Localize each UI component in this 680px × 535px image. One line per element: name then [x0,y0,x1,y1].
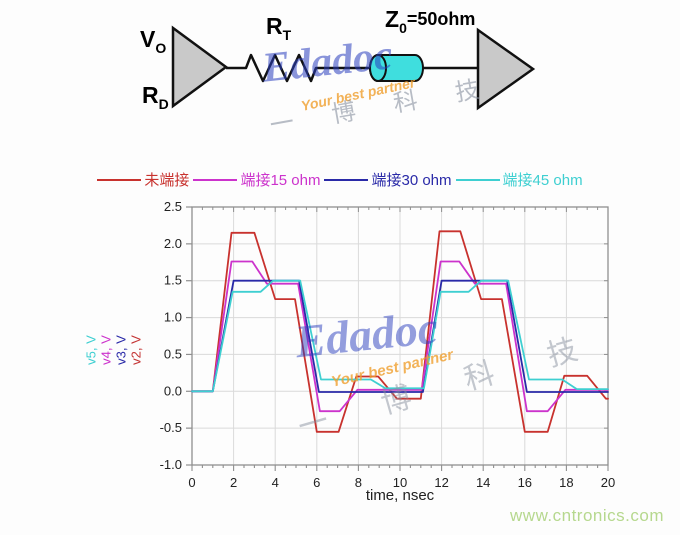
driver-voltage-label: VO [140,26,167,56]
x-tick-label: 10 [393,475,407,490]
y-tick-label: 2.5 [164,199,182,214]
driver-resistance-label: RD [142,82,169,112]
legend-label: 端接45 ohm [502,172,583,189]
waveform-chart: time, nsec 2.5 2.0 1.5 1.0 0.5 0.0 -0.5 -1.0 0 2 4… [160,199,616,504]
receiver-buffer-triangle [476,27,536,111]
series-resistor-label: RT [266,13,292,43]
circuit-diagram [171,25,536,111]
x-tick-label: 18 [559,475,573,490]
x-tick-label: 12 [434,475,448,490]
legend: 未端接 端接15 ohm 端接30 ohm 端接45 ohm [0,169,680,190]
legend-swatch [455,178,500,181]
y-tick-label: 1.5 [164,273,182,288]
x-tick-label: 0 [188,475,195,490]
x-tick-label: 16 [518,475,532,490]
legend-item-v4: 端接15 ohm [193,169,320,190]
legend-label: 端接15 ohm [240,172,321,189]
x-tick-label: 14 [476,475,490,490]
series-v2 [191,230,609,433]
legend-swatch [324,178,369,181]
y-tick-label: 0.0 [164,383,182,398]
x-tick-label: 8 [355,475,362,490]
driver-buffer-triangle [171,25,229,109]
legend-label: 端接30 ohm [371,172,452,189]
y-tick-label: 2.0 [164,236,182,251]
x-tick-label: 2 [230,475,237,490]
legend-item-v2: 未端接 [97,169,189,190]
x-axis-title: time, nsec [366,487,435,504]
legend-swatch [193,178,238,181]
legend-item-v3: 端接30 ohm [324,169,452,190]
series-v4 [191,260,609,413]
y-tick-label: -0.5 [160,420,182,435]
transmission-line-endcap [369,54,387,82]
x-tick-label: 4 [272,475,279,490]
legend-item-v5: 端接45 ohm [455,169,583,190]
legend-swatch [97,178,142,181]
site-watermark: www.cntronics.com [510,506,664,525]
legend-label: 未端接 [144,172,190,189]
x-tick-label: 20 [601,475,615,490]
x-tick-label: 6 [313,475,320,490]
transmission-line-impedance-label: Z0=50ohm [385,6,476,36]
y-tick-label: 0.5 [164,346,182,361]
series-v5 [191,279,609,393]
y-tick-label: -1.0 [160,457,182,472]
series-resistor [240,53,322,83]
y-tick-label: 1.0 [164,310,182,325]
